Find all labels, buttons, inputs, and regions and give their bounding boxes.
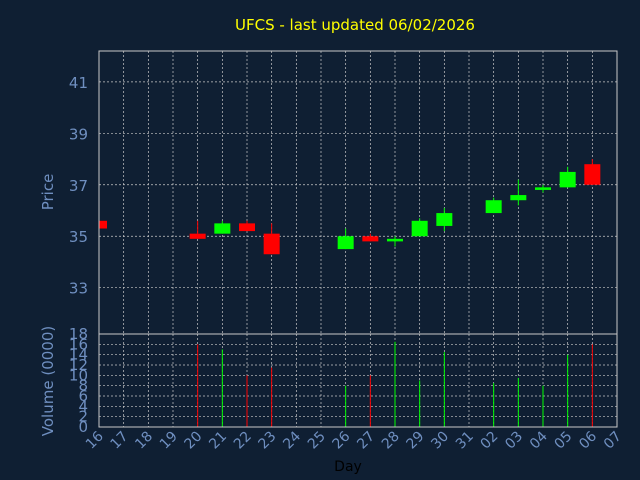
x-tick-label: 06 [576,428,600,452]
x-tick-label: 28 [379,429,403,453]
candle-body [99,220,107,229]
chart-title: UFCS - last updated 06/02/2026 [235,16,475,34]
candle-body [362,236,379,242]
x-tick-label: 02 [478,429,502,453]
x-tick-label: 20 [182,429,206,453]
candle-body [436,213,453,226]
x-tick-label: 30 [428,429,452,453]
x-tick-label: 23 [256,429,280,453]
volume-tick-label: 12 [69,356,88,374]
volume-tick-label: 16 [69,335,88,353]
candle-body [263,233,280,255]
x-tick-label: 26 [330,428,354,452]
x-tick-label: 21 [206,429,230,453]
x-tick-label: 18 [132,429,156,453]
x-tick-label: 19 [157,429,181,453]
volume-tick-label: 6 [78,387,88,405]
x-tick-label: 24 [280,428,304,452]
candle-body [584,164,601,185]
volume-tick-label: 14 [69,346,88,364]
x-tick-label: 31 [453,429,477,453]
x-tick-label: 29 [404,429,428,453]
price-tick-label: 37 [69,177,88,195]
x-tick-label: 05 [552,429,576,453]
price-tick-label: 39 [69,125,88,143]
candle-body [485,200,502,214]
volume-tick-label: 2 [78,408,88,426]
volume-tick-label: 0 [78,418,88,436]
candle-body [411,220,428,237]
candle-body [510,195,527,201]
x-tick-label: 07 [601,429,625,453]
candle-body [337,236,354,250]
price-panel-frame [98,50,618,335]
candle-body [239,223,255,232]
x-tick-label: 22 [231,429,255,453]
volume-tick-label: 18 [69,325,88,343]
price-tick-label: 33 [69,280,88,298]
price-tick-label: 35 [69,228,88,246]
x-tick-label: 25 [305,429,329,453]
volume-tick-label: 4 [78,397,88,415]
x-axis-label: Day [334,459,362,475]
candle-body [387,238,403,242]
candle-body [214,223,231,234]
volume-axis-label: Volume (0000) [39,326,57,436]
x-tick-label: 04 [527,428,551,452]
price-tick-label: 41 [69,74,88,92]
price-axis-label: Price [39,174,57,211]
volume-tick-label: 10 [69,366,88,384]
candle-body [559,171,576,188]
x-tick-label: 03 [502,429,526,453]
candle-body [535,187,551,190]
x-tick-label: 27 [354,429,378,453]
volume-panel-frame [98,333,618,428]
candle-body [189,233,206,239]
x-tick-label: 17 [108,429,132,453]
volume-tick-label: 8 [78,377,88,395]
